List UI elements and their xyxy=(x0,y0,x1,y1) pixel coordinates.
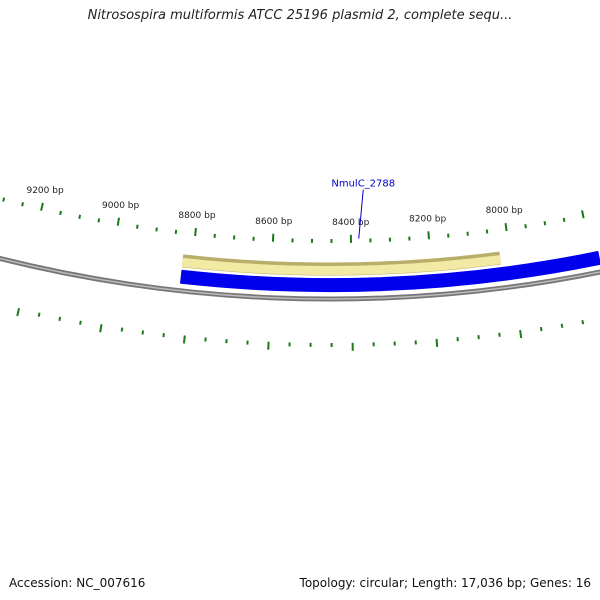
outer-tick xyxy=(78,214,82,219)
outer-tick xyxy=(581,210,585,219)
backbone-highlight xyxy=(0,257,600,300)
scale-label: 8800 bp xyxy=(178,211,215,221)
outer-tick xyxy=(136,224,139,229)
scale-label: 8000 bp xyxy=(486,206,523,216)
outer-tick xyxy=(116,217,121,226)
inner-tick xyxy=(182,335,186,344)
inner-tick xyxy=(581,320,585,325)
inner-tick xyxy=(79,320,82,325)
scale-label: 8400 bp xyxy=(332,218,369,228)
scale-label: 8200 bp xyxy=(409,214,446,224)
outer-tick xyxy=(427,231,430,240)
inner-tick xyxy=(539,326,543,332)
outer-tick xyxy=(21,202,25,207)
inner-tick xyxy=(99,324,103,333)
accession-text: Accession: NC_007616 xyxy=(9,576,146,590)
map-title: Nitrosospira multiformis ATCC 25196 plas… xyxy=(87,8,513,23)
outer-tick xyxy=(562,217,566,222)
feature-fill-gene-yellow xyxy=(181,255,502,275)
inner-tick xyxy=(560,323,564,328)
gene-label: NmulC_2788 xyxy=(331,179,395,190)
feature-gene-blue xyxy=(179,250,600,292)
inner-tick xyxy=(37,312,41,317)
inner-tick xyxy=(435,338,439,348)
inner-tick xyxy=(519,329,523,339)
inner-tick xyxy=(16,308,20,317)
outer-tick xyxy=(2,197,6,202)
inner-tick xyxy=(120,327,124,332)
inner-tick xyxy=(141,330,145,335)
scale-label: 8600 bp xyxy=(255,217,292,227)
scale-label: 9000 bp xyxy=(102,201,139,211)
outer-tick xyxy=(59,210,62,216)
outer-tick xyxy=(97,218,101,223)
scale-label: 9200 bp xyxy=(26,186,63,196)
outer-tick xyxy=(40,202,44,211)
label-leader xyxy=(358,189,364,239)
inner-tick xyxy=(58,316,62,322)
outer-tick xyxy=(155,227,158,232)
outer-tick xyxy=(524,224,527,229)
outer-tick xyxy=(543,221,547,226)
topology-summary: Topology: circular; Length: 17,036 bp; G… xyxy=(299,576,591,590)
outer-tick xyxy=(194,227,197,237)
outer-tick xyxy=(504,222,508,232)
